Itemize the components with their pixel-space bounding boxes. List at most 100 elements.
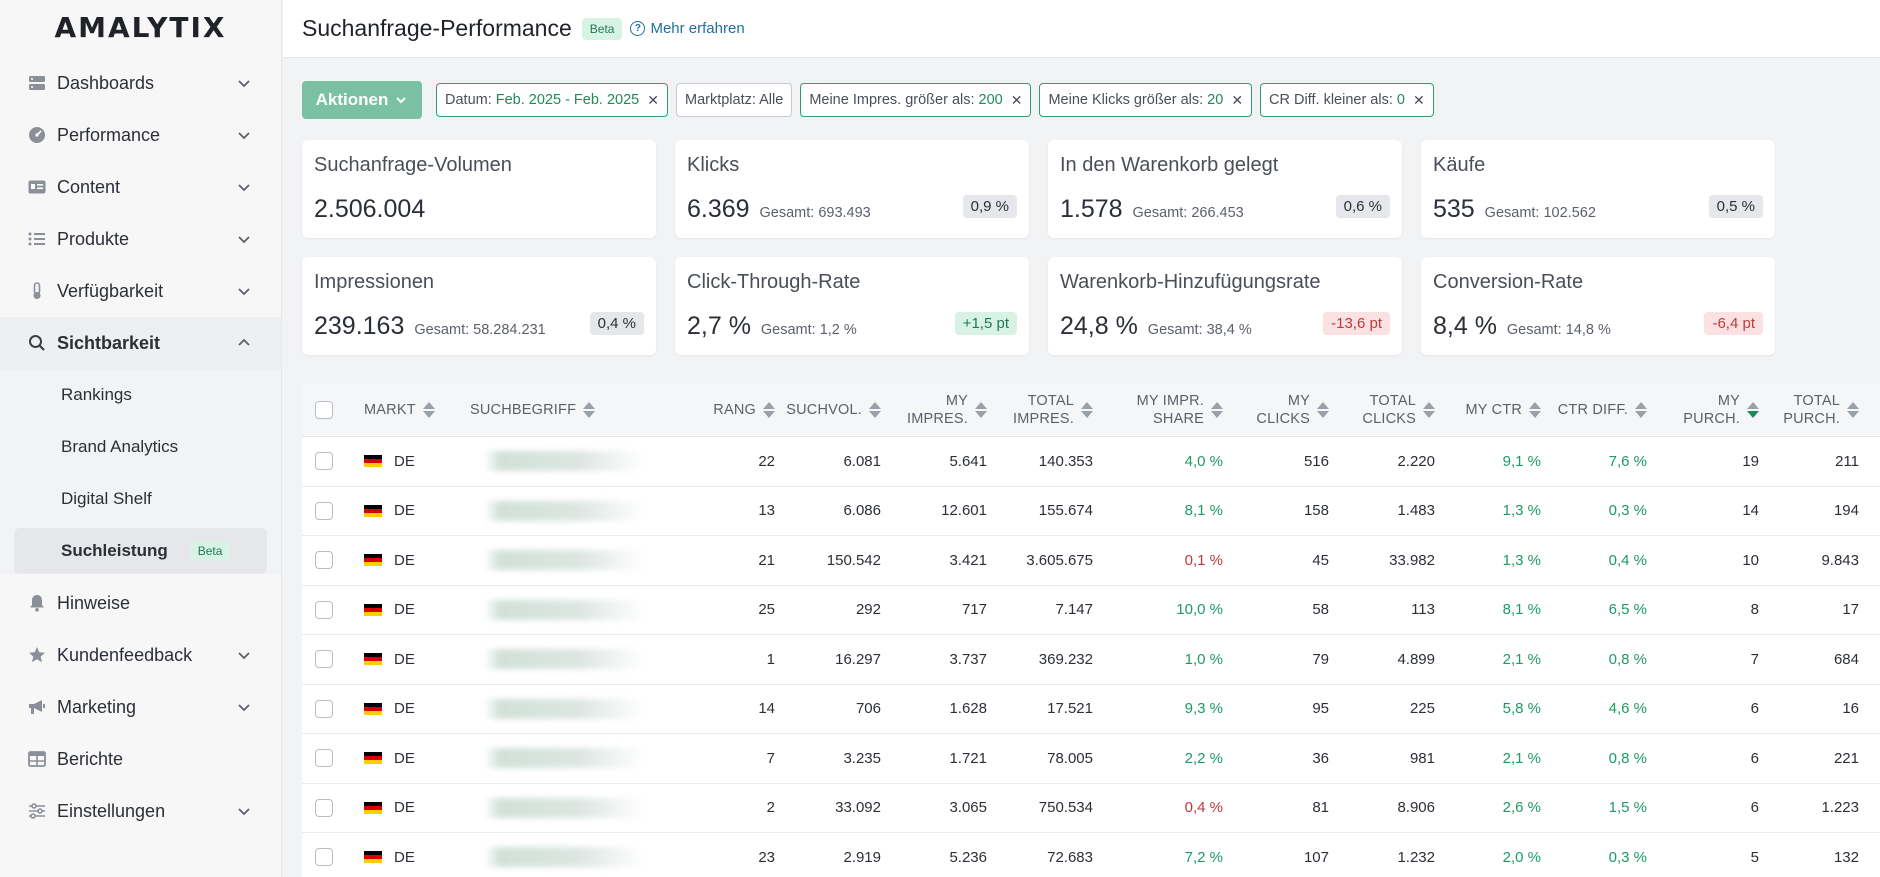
sidebar-item-berichte[interactable]: Berichte: [0, 733, 281, 785]
close-icon[interactable]: ✕: [1412, 91, 1425, 108]
filter-chip-cr-diff[interactable]: CR Diff. kleiner als: 0 ✕: [1260, 83, 1434, 117]
filter-chip-date[interactable]: Datum: Feb. 2025 - Feb. 2025 ✕: [436, 83, 668, 117]
cell-suchbegriff[interactable]: [470, 734, 675, 783]
kpi-total: Gesamt: 1,2 %: [760, 322, 857, 338]
sidebar-item-performance[interactable]: Performance: [0, 109, 281, 161]
cell-suchvol: 706: [855, 700, 881, 718]
column-header-total-purch[interactable]: TOTAL PURCH.: [1759, 383, 1859, 436]
cell-suchbegriff[interactable]: [470, 833, 675, 877]
sidebar-subitem-brand-analytics[interactable]: Brand Analytics: [0, 421, 281, 473]
cell-suchbegriff[interactable]: [470, 487, 675, 536]
row-select-cell: [302, 635, 364, 684]
column-header-my-impres[interactable]: MY IMPRES.: [881, 383, 987, 436]
sidebar-item-verfuegbarkeit[interactable]: Verfügbarkeit: [0, 265, 281, 317]
sidebar-item-produkte[interactable]: Produkte: [0, 213, 281, 265]
table-body: DE 22 6.081 5.641 140.353 4,0 % 516 2.220 9,1 % 7…: [302, 437, 1880, 877]
brand-logo[interactable]: AMALYTIX: [54, 10, 227, 44]
cell-suchvol: 6.081: [843, 452, 881, 470]
table-row[interactable]: DE 7 3.235 1.721 78.005 2,2 % 36 981 2,1 % 0,8 % 6…: [302, 734, 1880, 784]
column-header-markt[interactable]: MARKT: [364, 383, 470, 436]
column-header-my-purch[interactable]: MY PURCH.: [1647, 383, 1759, 436]
column-header-total-impres[interactable]: TOTAL IMPRES.: [987, 383, 1093, 436]
sidebar-item-label: Marketing: [57, 696, 137, 717]
sidebar-subitem-label: Digital Shelf: [61, 489, 152, 508]
cell-total-purch: 684: [1833, 650, 1859, 668]
select-all-checkbox[interactable]: [315, 400, 333, 419]
sidebar-subitem-suchleistung[interactable]: Suchleistung Beta: [14, 528, 267, 574]
cell-my-clicks: 158: [1303, 502, 1329, 520]
kpi-share-badge: 0,5 %: [1708, 195, 1763, 218]
sort-icon: [1211, 401, 1223, 418]
cell-my-purch: 6: [1750, 799, 1759, 817]
sidebar-item-dashboards[interactable]: Dashboards: [0, 57, 281, 109]
close-icon[interactable]: ✕: [647, 91, 659, 108]
filter-chip-clicks[interactable]: Meine Klicks größer als: 20 ✕: [1039, 83, 1253, 117]
cell-suchbegriff[interactable]: [470, 536, 675, 585]
table-row[interactable]: DE 25 292 717 7.147 10,0 % 58 113 8,1 % 6,5 % 8 17: [302, 586, 1880, 635]
table-row[interactable]: DE 23 2.919 5.236 72.683 7,2 % 107 1.232 2,0 % 0,…: [302, 833, 1880, 877]
kpi-card-clicks: Klicks 6.369 Gesamt: 693.493 0,9 %: [675, 140, 1029, 238]
close-icon[interactable]: ✕: [1231, 91, 1244, 108]
sort-icon: [1847, 401, 1859, 418]
cell-suchbegriff[interactable]: [470, 784, 675, 833]
sidebar-subitem-rankings[interactable]: Rankings: [0, 369, 281, 421]
sidebar-item-label: Sichtbarkeit: [57, 332, 161, 353]
row-checkbox[interactable]: [315, 699, 333, 718]
row-checkbox[interactable]: [315, 551, 333, 570]
kpi-value: 535 Gesamt: 102.562: [1433, 195, 1596, 224]
kpi-share-badge: 0,6 %: [1335, 195, 1390, 218]
cell-total-clicks: 1.483: [1397, 502, 1435, 520]
column-header-my-clicks[interactable]: MY CLICKS: [1223, 383, 1329, 436]
sidebar-subitem-digital-shelf[interactable]: Digital Shelf: [0, 473, 281, 525]
sidebar-item-einstellungen[interactable]: Einstellungen: [0, 785, 281, 837]
sort-icon: [975, 401, 987, 418]
cell-total-purch: 132: [1833, 848, 1859, 866]
table-row[interactable]: DE 14 706 1.628 17.521 9,3 % 95 225 5,8 % 4,6 % 6 1…: [302, 685, 1880, 734]
column-label: MY CLICKS: [1256, 392, 1310, 428]
close-icon[interactable]: ✕: [1010, 91, 1023, 108]
row-checkbox[interactable]: [315, 650, 333, 669]
cell-my-purch: 19: [1742, 452, 1759, 470]
column-header-suchbegriff[interactable]: SUCHBEGRIFF: [470, 383, 675, 436]
row-select-cell: [302, 784, 364, 833]
cell-suchbegriff[interactable]: [470, 437, 675, 486]
table-row[interactable]: DE 22 6.081 5.641 140.353 4,0 % 516 2.220 9,1 % 7…: [302, 437, 1880, 487]
column-header-total-clicks[interactable]: TOTAL CLICKS: [1329, 383, 1435, 436]
filter-chip-impressions[interactable]: Meine Impres. größer als: 200 ✕: [800, 83, 1032, 117]
markt-value: DE: [394, 799, 415, 817]
sidebar-item-marketing[interactable]: Marketing: [0, 681, 281, 733]
germany-flag-icon: [364, 702, 382, 715]
cell-suchbegriff[interactable]: [470, 586, 675, 635]
blurred-search-term: [484, 550, 644, 571]
row-checkbox[interactable]: [315, 452, 333, 471]
table-row[interactable]: DE 13 6.086 12.601 155.674 8,1 % 158 1.483 1,3 %…: [302, 487, 1880, 536]
sidebar-item-kundenfeedback[interactable]: Kundenfeedback: [0, 629, 281, 681]
column-header-my-impr-share[interactable]: MY IMPR. SHARE: [1093, 383, 1223, 436]
column-label-line: MY: [1717, 392, 1740, 409]
row-checkbox[interactable]: [315, 600, 333, 619]
row-checkbox[interactable]: [315, 798, 333, 817]
row-checkbox[interactable]: [315, 848, 333, 867]
germany-flag-icon: [364, 653, 382, 666]
sidebar-item-content[interactable]: Content: [0, 161, 281, 213]
column-header-ctr-diff[interactable]: CTR DIFF.: [1541, 383, 1647, 436]
blurred-search-term: [484, 599, 644, 620]
column-header-suchvol[interactable]: SUCHVOL.: [775, 383, 881, 436]
sidebar-item-hinweise[interactable]: Hinweise: [0, 577, 281, 629]
cell-ctr-diff: 6,5 %: [1608, 601, 1647, 619]
filter-chip-marketplace[interactable]: Marktplatz: Alle: [675, 83, 793, 117]
actions-dropdown-button[interactable]: Aktionen: [302, 81, 422, 119]
table-row[interactable]: DE 1 16.297 3.737 369.232 1,0 % 79 4.899 2,1 % 0,…: [302, 635, 1880, 685]
cell-suchbegriff[interactable]: [470, 635, 675, 684]
row-checkbox[interactable]: [315, 749, 333, 768]
cell-suchbegriff[interactable]: [470, 685, 675, 734]
cell-my-impres: 3.737: [949, 650, 987, 668]
column-label: MY CTR: [1465, 401, 1522, 418]
row-checkbox[interactable]: [315, 501, 333, 520]
table-row[interactable]: DE 2 33.092 3.065 750.534 0,4 % 81 8.906 2,6 % 1,…: [302, 784, 1880, 833]
column-header-rang[interactable]: RANG: [675, 383, 775, 436]
column-header-my-ctr[interactable]: MY CTR: [1435, 383, 1541, 436]
learn-more-link[interactable]: ? Mehr erfahren: [630, 20, 745, 37]
sidebar-item-sichtbarkeit[interactable]: Sichtbarkeit: [0, 317, 281, 369]
table-row[interactable]: DE 21 150.542 3.421 3.605.675 0,1 % 45 33.982 1,…: [302, 536, 1880, 586]
